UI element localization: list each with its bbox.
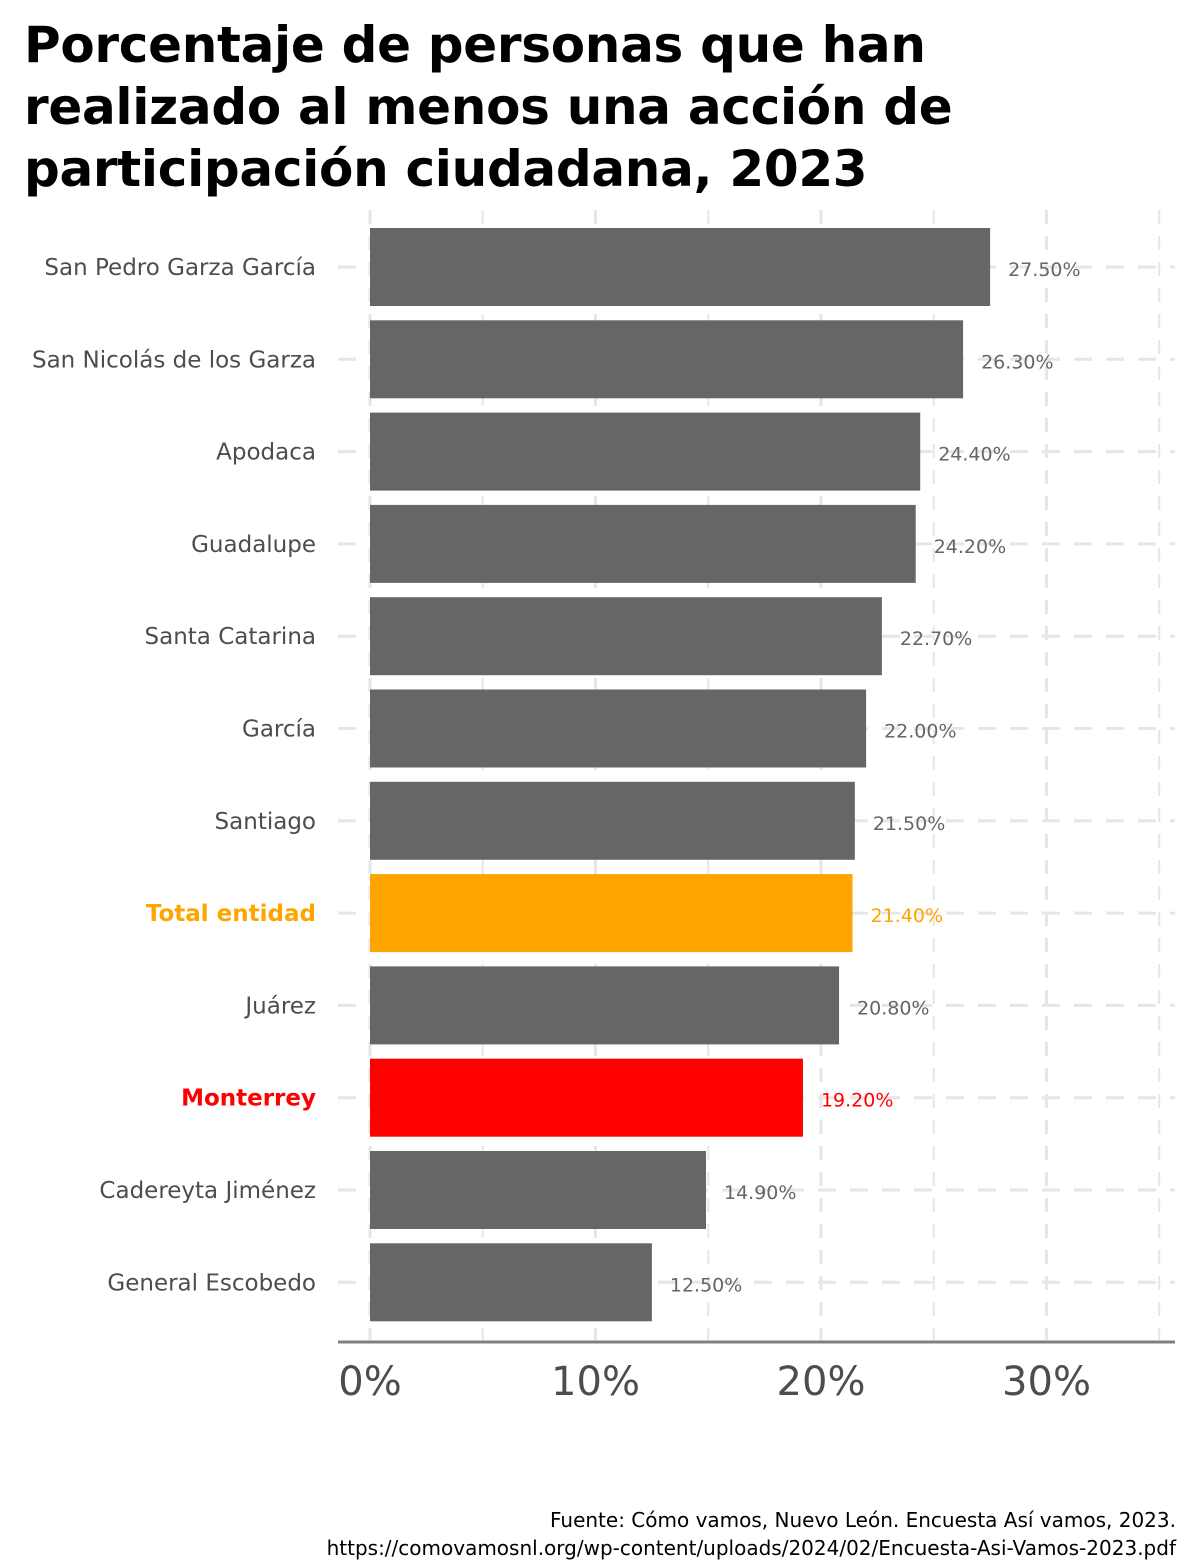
category-label-10: Cadereyta Jiménez	[99, 1178, 316, 1204]
bar-10	[370, 1151, 706, 1229]
bar-chart: San Pedro Garza García 27.50% San Nicolás …	[32, 210, 1175, 1405]
x-tick-label-0: 0%	[338, 1359, 401, 1405]
value-label-8: 20.80%	[857, 997, 929, 1019]
category-label-2: Apodaca	[216, 440, 316, 466]
bar-1	[370, 320, 964, 399]
value-label-4: 22.70%	[900, 628, 972, 650]
source-note: Fuente: Cómo vamos, Nuevo León. Encuesta…	[327, 1506, 1176, 1562]
value-label-6: 21.50%	[873, 813, 945, 835]
category-label-8: Juárez	[243, 993, 316, 1019]
x-tick-label-1: 10%	[551, 1359, 640, 1405]
x-tick-label-3: 30%	[1002, 1359, 1091, 1405]
bar-3	[370, 504, 916, 583]
bar-11	[370, 1243, 652, 1322]
value-label-1: 26.30%	[981, 351, 1053, 373]
bar-0	[370, 228, 991, 306]
value-label-0: 27.50%	[1008, 259, 1080, 281]
category-label-6: Santiago	[215, 809, 316, 835]
value-label-3: 24.20%	[934, 536, 1006, 558]
value-label-2: 24.40%	[938, 444, 1010, 466]
source-line-1: Fuente: Cómo vamos, Nuevo León. Encuesta…	[549, 1508, 1176, 1532]
bar-6	[370, 781, 855, 860]
chart-title: Porcentaje de personas que han realizado…	[24, 16, 953, 198]
category-label-0: San Pedro Garza García	[44, 255, 316, 281]
value-label-7: 21.40%	[871, 905, 943, 927]
value-label-10: 14.90%	[724, 1182, 796, 1204]
category-label-3: Guadalupe	[191, 532, 316, 558]
value-label-5: 22.00%	[884, 721, 956, 743]
category-label-9: Monterrey	[181, 1086, 316, 1112]
labels: San Pedro Garza García 27.50% San Nicolás …	[32, 255, 1081, 1296]
source-line-2: https://comovamosnl.org/wp-content/uploa…	[326, 1536, 1176, 1560]
bar-9	[370, 1058, 803, 1137]
category-label-5: García	[242, 717, 316, 743]
category-label-7: Total entidad	[146, 901, 316, 927]
category-label-4: Santa Catarina	[145, 624, 316, 650]
category-label-1: San Nicolás de los Garza	[32, 347, 316, 373]
bar-4	[370, 597, 882, 676]
bars	[370, 228, 991, 1322]
bar-2	[370, 412, 921, 491]
bar-5	[370, 689, 867, 768]
bar-7	[370, 874, 853, 953]
category-label-11: General Escobedo	[107, 1270, 316, 1296]
bar-8	[370, 966, 840, 1045]
value-label-9: 19.20%	[821, 1090, 893, 1112]
x-axis: 0% 10% 20% 30%	[338, 1340, 1175, 1405]
x-tick-label-2: 20%	[777, 1359, 866, 1405]
value-label-11: 12.50%	[670, 1274, 742, 1296]
